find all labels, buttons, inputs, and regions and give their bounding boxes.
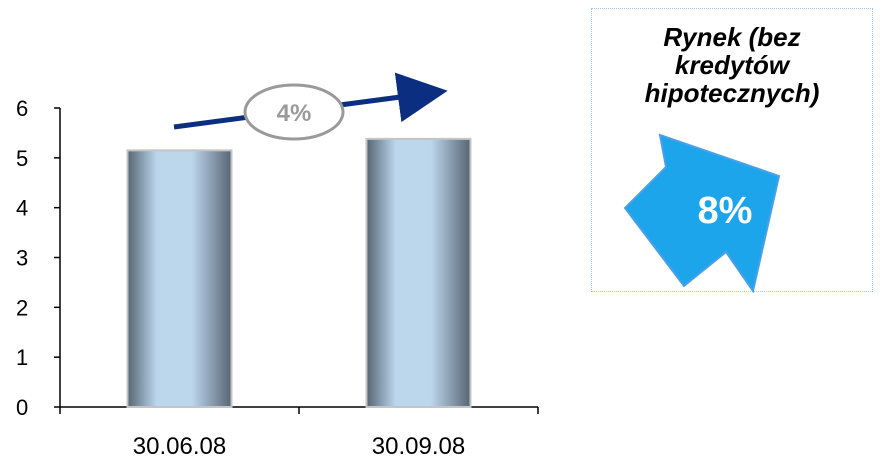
bar-chart: 0 1 2 3 4 5 6 30.06.08 30.09.08 4% [16,72,539,459]
market-title-line-1: Rynek (bez [663,22,801,52]
bars [126,137,472,408]
growth-annotation: 4% [173,72,448,141]
y-tick-label: 5 [16,146,28,171]
x-axis: 30.06.08 30.09.08 [59,406,539,459]
market-value: 8% [698,190,753,232]
x-category-label: 30.06.08 [133,433,226,459]
bar-1 [126,149,233,408]
market-title: Rynek (bez kredytów hipotecznych) [592,23,872,107]
market-title-line-2: kredytów [674,50,790,80]
growth-ellipse [243,83,345,141]
market-arrow: 8% [623,133,781,293]
market-title-line-3: hipotecznych) [644,78,820,108]
up-right-arrow-icon [623,133,781,293]
y-tick-label: 1 [16,345,28,370]
y-tick-label: 2 [16,295,28,320]
growth-label: 4% [277,100,312,127]
x-category-label: 30.09.08 [372,433,465,459]
y-tick-label: 0 [16,395,28,420]
market-box: Rynek (bez kredytów hipotecznych) 8% [591,8,873,293]
y-axis: 0 1 2 3 4 5 6 [16,96,61,420]
y-tick-label: 3 [16,246,28,271]
bar-2 [365,137,472,408]
y-tick-label: 6 [16,96,28,121]
y-tick-label: 4 [16,196,28,221]
